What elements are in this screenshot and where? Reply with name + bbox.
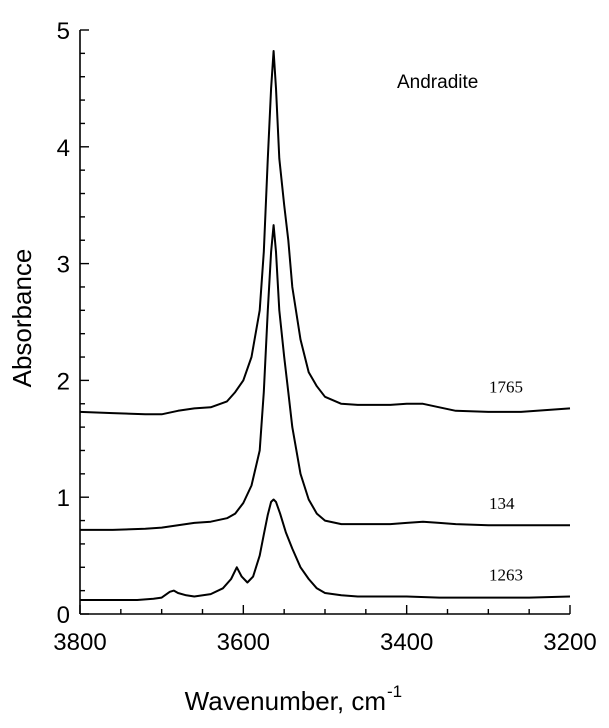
x-tick-label: 3800 — [53, 629, 106, 656]
y-tick-label: 0 — [57, 602, 70, 629]
labels-layer: 1765 134 1263 — [489, 377, 523, 584]
annotation-andradite: Andradite — [397, 72, 478, 93]
plot-axes: 0 1 2 3 4 5 3800 3600 3400 3200 — [53, 18, 596, 656]
series-label-1765: 1765 — [489, 377, 523, 396]
y-tick-label: 4 — [57, 135, 70, 162]
series-label-1263: 1263 — [489, 565, 523, 584]
y-tick-label: 3 — [57, 252, 70, 279]
y-axis-title: Absorbance — [7, 249, 37, 388]
x-tick-label: 3400 — [380, 629, 433, 656]
x-tick-label: 3600 — [217, 629, 270, 656]
y-tick-label: 5 — [57, 18, 70, 45]
x-axis-title: Wavenumber, cm — [185, 686, 386, 716]
series-line-1263 — [80, 498, 571, 601]
y-tick-label: 1 — [57, 485, 70, 512]
y-tick-label: 2 — [57, 368, 70, 395]
series-layer — [79, 50, 571, 601]
series-label-134: 134 — [489, 494, 515, 513]
series-line-134 — [80, 224, 570, 531]
x-tick-label: 3200 — [543, 629, 596, 656]
x-axis-title-superscript: -1 — [387, 682, 402, 701]
series-line-1765 — [79, 50, 571, 416]
